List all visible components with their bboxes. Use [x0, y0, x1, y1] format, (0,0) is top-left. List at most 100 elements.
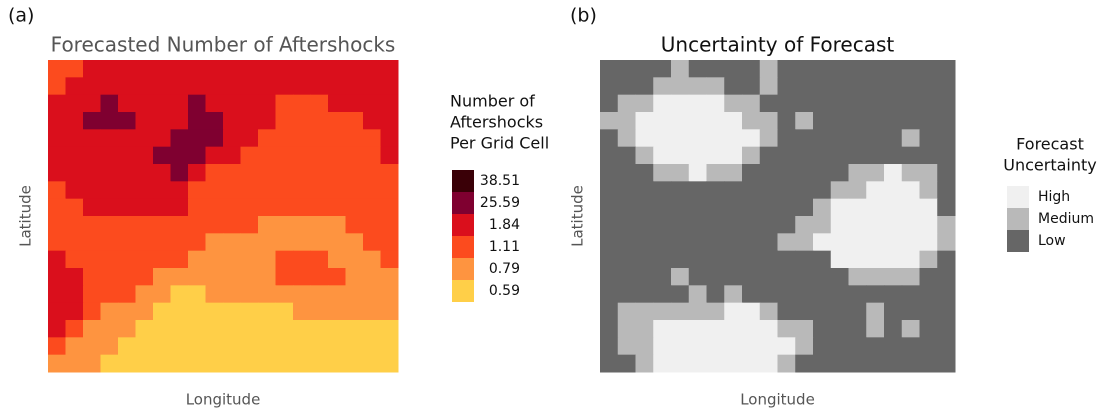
grid-cell: [795, 112, 814, 130]
grid-cell: [759, 354, 778, 373]
grid-cell: [830, 268, 849, 286]
grid-cell: [380, 285, 399, 304]
grid-cell: [328, 77, 346, 96]
grid-cell: [293, 216, 311, 234]
grid-cell: [937, 112, 956, 130]
grid-cell: [724, 354, 743, 373]
grid-cell: [170, 181, 189, 200]
grid-cell: [830, 129, 849, 148]
grid-cell: [310, 146, 329, 165]
grid-cell: [724, 181, 743, 200]
grid-cell: [65, 320, 84, 338]
grid-cell: [258, 354, 276, 373]
grid-cell: [310, 164, 329, 182]
grid-cell: [884, 164, 903, 182]
grid-cell: [848, 285, 867, 304]
grid-cell: [671, 354, 690, 373]
grid-cell: [653, 216, 672, 234]
grid-cell: [688, 198, 707, 217]
grid-cell: [328, 337, 346, 356]
grid-cell: [363, 250, 381, 269]
grid-cell: [188, 285, 206, 304]
grid-cell: [345, 181, 364, 200]
grid-cell: [118, 285, 136, 304]
grid-cell: [223, 268, 241, 286]
grid-cell: [830, 112, 849, 130]
grid-cell: [170, 337, 189, 356]
grid-cell: [937, 233, 956, 252]
grid-cell: [706, 320, 725, 338]
grid-cell: [795, 302, 814, 321]
grid-cell: [293, 181, 311, 200]
legend-swatch: [452, 258, 474, 280]
grid-cell: [635, 112, 654, 130]
grid-cell: [830, 250, 849, 269]
grid-cell: [600, 181, 619, 200]
grid-cell: [240, 146, 259, 165]
grid-cell: [813, 60, 832, 78]
grid-cell: [135, 94, 154, 113]
grid-cell: [848, 112, 867, 130]
grid-cell: [919, 198, 938, 217]
grid-cell: [345, 198, 364, 217]
grid-cell: [205, 354, 224, 373]
grid-cell: [830, 181, 849, 200]
grid-cell: [100, 146, 119, 165]
grid-cell: [153, 129, 171, 148]
grid-cell: [48, 198, 66, 217]
grid-cell: [65, 216, 84, 234]
grid-cell: [742, 250, 761, 269]
grid-cell: [118, 129, 136, 148]
grid-cell: [363, 181, 381, 200]
grid-cell: [258, 337, 276, 356]
grid-cell: [65, 164, 84, 182]
grid-cell: [617, 250, 636, 269]
grid-cell: [742, 129, 761, 148]
grid-cell: [188, 320, 206, 338]
grid-cell: [275, 302, 294, 321]
grid-cell: [848, 181, 867, 200]
grid-cell: [600, 129, 619, 148]
grid-cell: [724, 216, 743, 234]
grid-cell: [83, 112, 101, 130]
grid-cell: [671, 129, 690, 148]
grid-cell: [100, 181, 119, 200]
grid-cell: [65, 112, 84, 130]
grid-cell: [635, 77, 654, 96]
grid-cell: [118, 250, 136, 269]
grid-cell: [135, 146, 154, 165]
grid-cell: [600, 302, 619, 321]
grid-cell: [380, 181, 399, 200]
grid-cell: [937, 146, 956, 165]
legend-swatch: [1007, 208, 1029, 230]
grid-cell: [653, 129, 672, 148]
grid-cell: [901, 146, 920, 165]
grid-cell: [777, 198, 796, 217]
grid-cell: [848, 60, 867, 78]
grid-cell: [706, 216, 725, 234]
grid-cell: [742, 216, 761, 234]
grid-cell: [310, 77, 329, 96]
grid-cell: [688, 146, 707, 165]
grid-cell: [777, 181, 796, 200]
grid-cell: [275, 354, 294, 373]
grid-cell: [310, 94, 329, 113]
grid-cell: [223, 112, 241, 130]
grid-cell: [813, 302, 832, 321]
grid-cell: [813, 77, 832, 96]
grid-cell: [135, 181, 154, 200]
grid-cell: [153, 216, 171, 234]
grid-cell: [759, 112, 778, 130]
grid-cell: [742, 164, 761, 182]
grid-cell: [118, 216, 136, 234]
grid-cell: [830, 146, 849, 165]
grid-cell: [223, 146, 241, 165]
grid-cell: [688, 129, 707, 148]
grid-cell: [901, 250, 920, 269]
grid-cell: [848, 77, 867, 96]
grid-cell: [345, 268, 364, 286]
grid-cell: [65, 60, 84, 78]
grid-cell: [653, 233, 672, 252]
grid-cell: [48, 250, 66, 269]
